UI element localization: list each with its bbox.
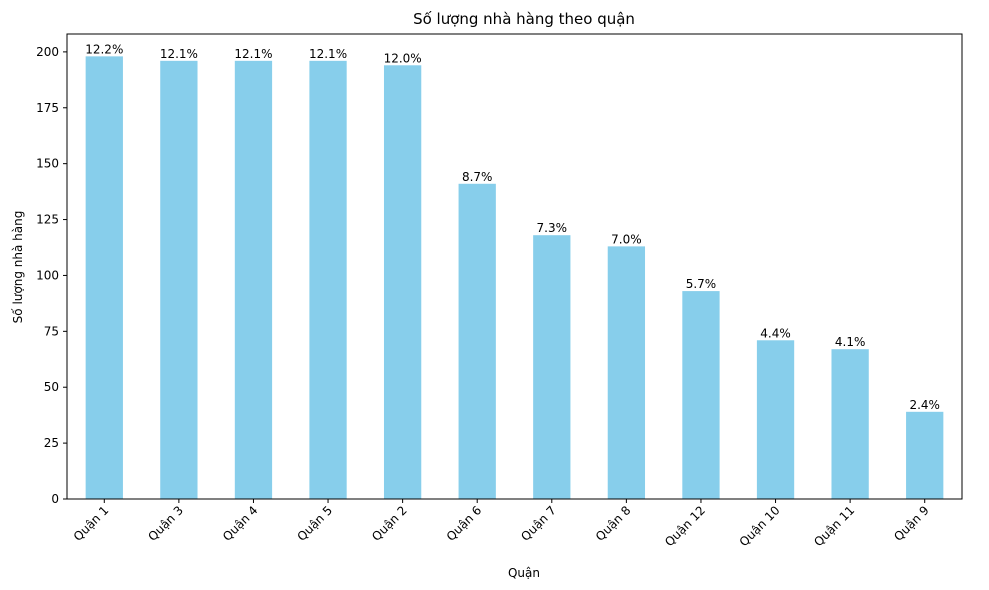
data-label: 12.2% — [85, 42, 123, 56]
y-axis-label: Số lượng nhà hàng — [11, 211, 25, 324]
bar — [234, 60, 273, 499]
data-label: 4.1% — [835, 335, 866, 349]
x-tick-label: Quận 5 — [295, 503, 336, 544]
x-tick-label: Quận 9 — [891, 503, 932, 544]
data-label: 12.0% — [384, 51, 422, 65]
bars-group — [85, 56, 944, 500]
x-tick-label: Quận 11 — [811, 503, 857, 549]
y-tick-label: 100 — [36, 268, 59, 282]
data-label: 12.1% — [309, 47, 347, 61]
y-tick-label: 0 — [51, 492, 59, 506]
bar — [682, 291, 720, 499]
bar — [383, 65, 422, 499]
bar — [831, 349, 869, 499]
bar — [607, 246, 646, 499]
bar — [458, 183, 496, 499]
y-tick-label: 150 — [36, 157, 59, 171]
bar — [85, 56, 123, 499]
data-labels-group: 12.2% 12.1% 12.1% 12.1% 12.0% 8.7% 7.3% 7.0% 5.7… — [85, 42, 940, 411]
y-tick-label: 75 — [44, 324, 59, 338]
data-label: 5.7% — [686, 277, 717, 291]
bar — [160, 60, 198, 499]
bar — [906, 411, 944, 499]
bar — [756, 340, 795, 499]
x-tick-label: Quận 4 — [220, 503, 261, 544]
data-label: 4.4% — [760, 326, 791, 340]
x-tick-label: Quận 3 — [145, 503, 186, 544]
bar — [533, 235, 571, 500]
x-tick-label: Quận 6 — [444, 503, 485, 544]
data-label: 12.1% — [234, 47, 272, 61]
data-label: 12.1% — [160, 47, 198, 61]
x-tick-label: Quận 2 — [369, 503, 410, 544]
x-tick-label: Quận 1 — [71, 503, 112, 544]
data-label: 7.0% — [611, 232, 642, 246]
data-label: 7.3% — [537, 221, 568, 235]
y-axis: 0 25 50 75 100 125 150 175 200 — [36, 45, 67, 506]
y-tick-label: 50 — [44, 380, 59, 394]
y-tick-label: 175 — [36, 101, 59, 115]
x-axis-label: Quận — [508, 566, 540, 580]
data-label: 8.7% — [462, 170, 493, 184]
x-tick-label: Quận 8 — [593, 503, 634, 544]
chart-title: Số lượng nhà hàng theo quận — [413, 10, 635, 28]
bar — [309, 60, 347, 499]
x-tick-label: Quận 7 — [518, 503, 559, 544]
plot-frame — [66, 33, 963, 500]
x-tick-label: Quận 12 — [662, 503, 708, 549]
x-tick-label: Quận 10 — [737, 503, 783, 549]
x-axis: Quận 1 Quận 3 Quận 4 Quận 5 Quận 2 Quận 6 Quận… — [71, 499, 932, 549]
y-tick-label: 125 — [36, 213, 59, 227]
data-label: 2.4% — [909, 398, 940, 412]
y-tick-label: 25 — [44, 436, 59, 450]
y-tick-label: 200 — [36, 45, 59, 59]
